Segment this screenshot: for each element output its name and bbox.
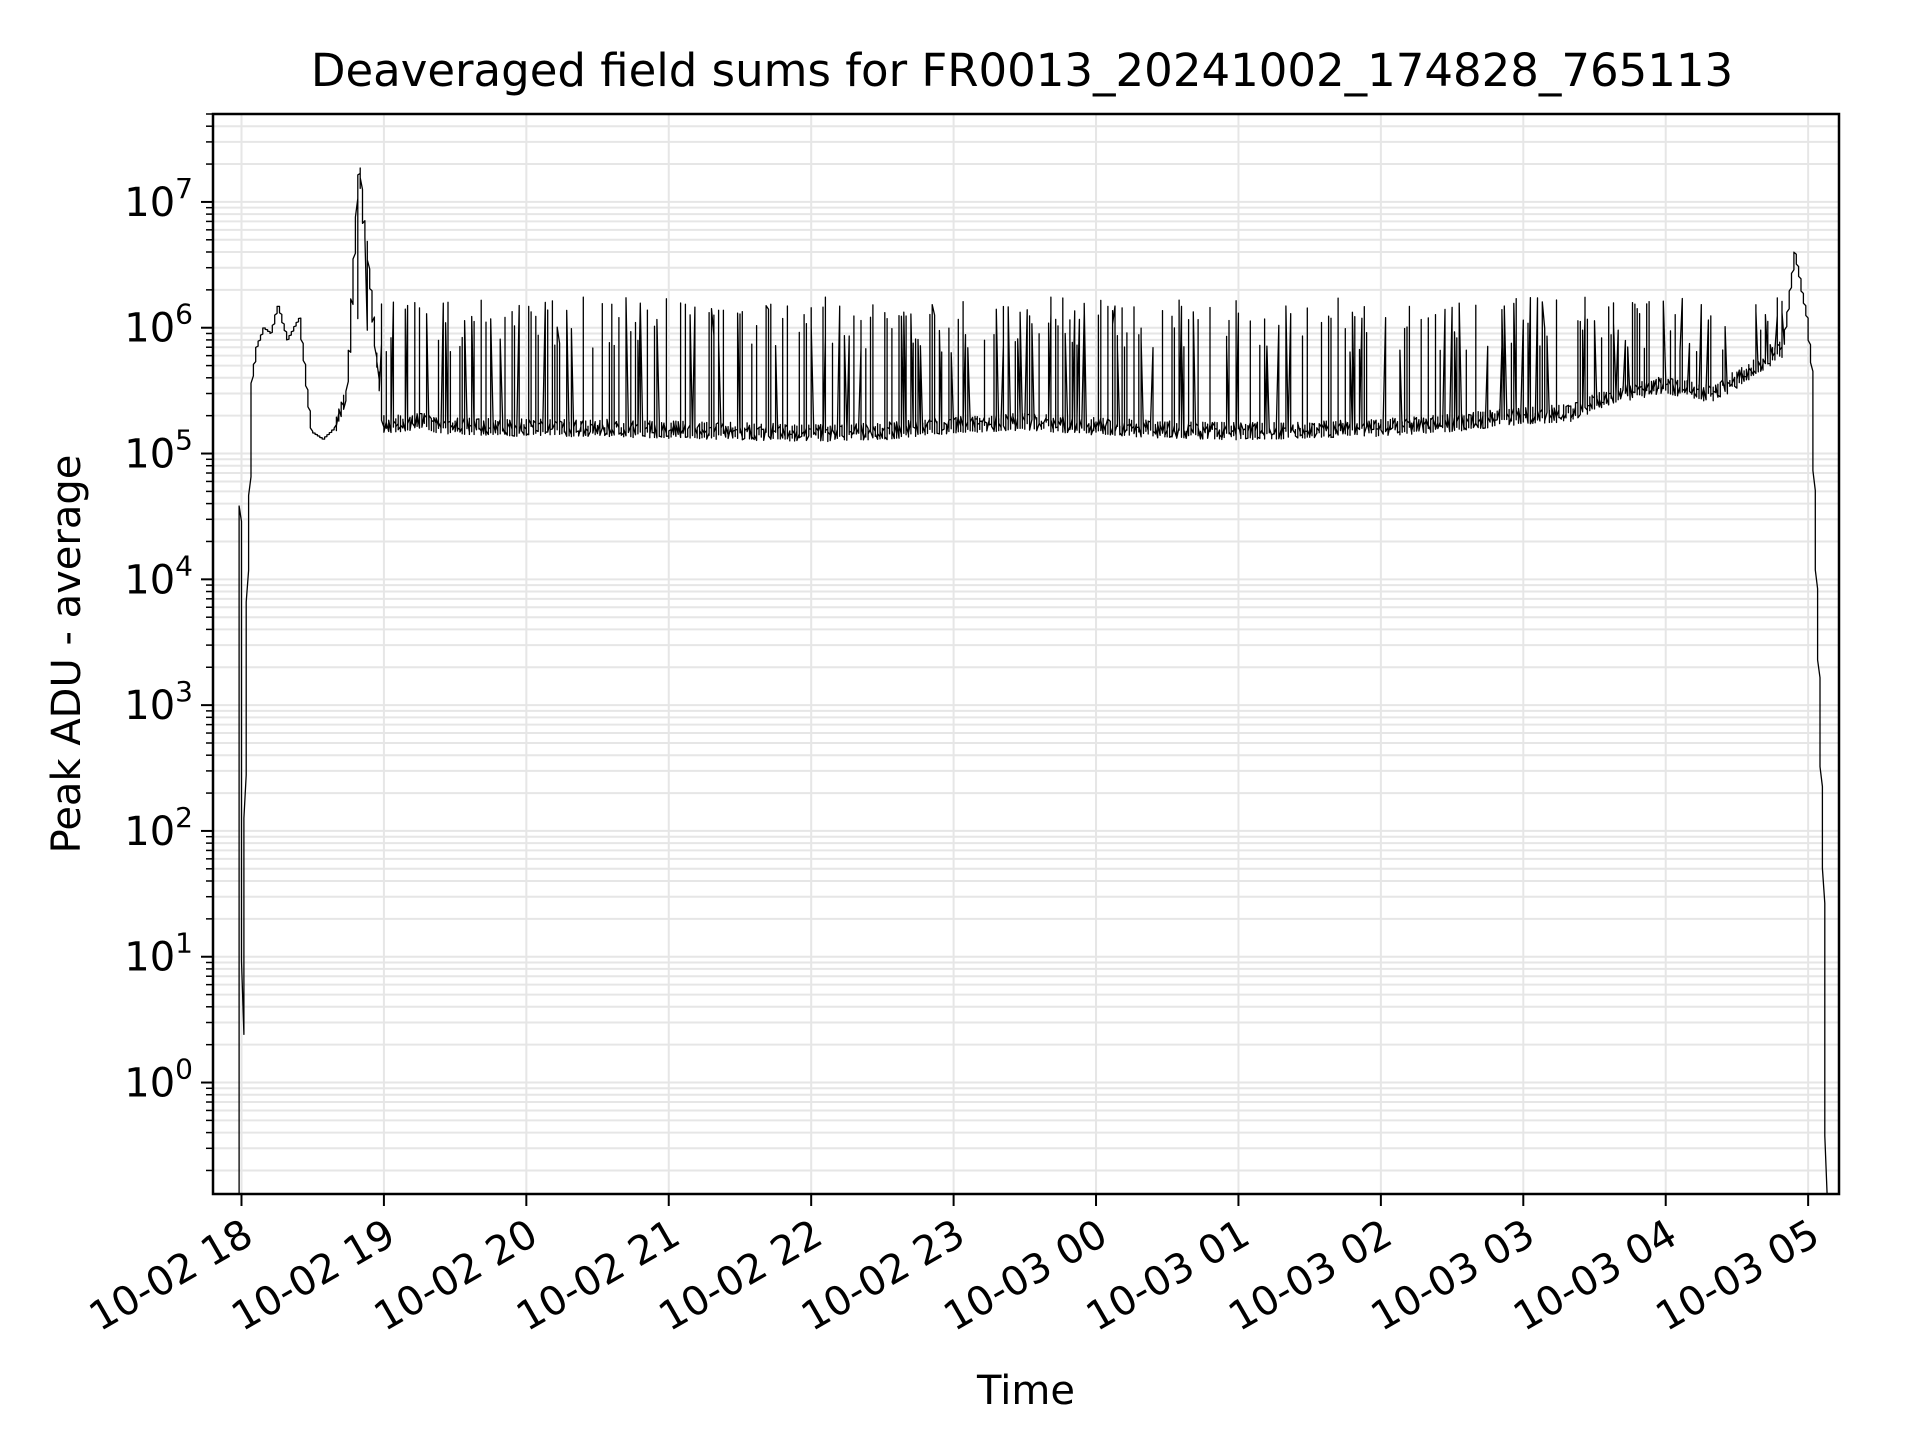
- y-tick-label: 102: [124, 801, 193, 855]
- chart-title: Deaveraged field sums for FR0013_2024100…: [311, 44, 1733, 97]
- y-tick-label: 103: [124, 675, 193, 729]
- y-axis-label: Peak ADU - average: [44, 455, 90, 854]
- y-tick-label: 106: [124, 298, 193, 352]
- series-line-0: [238, 167, 1828, 1194]
- y-tick-label: 104: [124, 549, 193, 603]
- y-tick-label: 100: [124, 1053, 193, 1107]
- plot-frame: [211, 112, 1841, 1196]
- major-gridlines: [213, 114, 1839, 1194]
- minor-gridlines: [213, 113, 1839, 1172]
- series-layer: [238, 167, 1828, 1194]
- y-tick-label: 101: [124, 927, 193, 981]
- y-tick-label: 107: [124, 172, 193, 226]
- x-axis-label: Time: [976, 1368, 1075, 1414]
- y-axis: 100 101 102 103 104 105 106 107: [124, 113, 213, 1172]
- y-tick-label: 105: [124, 424, 193, 478]
